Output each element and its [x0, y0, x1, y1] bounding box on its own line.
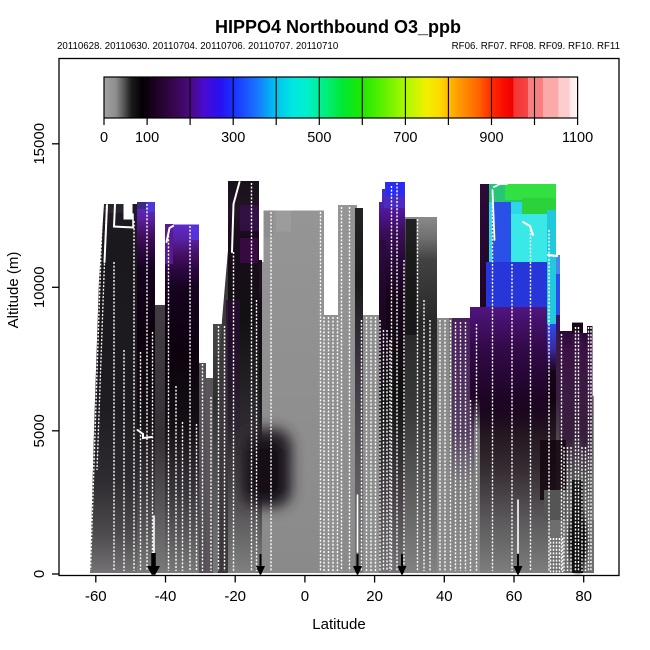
svg-text:40: 40 — [436, 588, 453, 605]
svg-text:300: 300 — [221, 130, 245, 146]
svg-text:20: 20 — [366, 588, 383, 605]
svg-text:900: 900 — [479, 130, 503, 146]
svg-text:0: 0 — [31, 570, 48, 578]
svg-text:Latitude: Latitude — [312, 616, 365, 633]
svg-text:700: 700 — [393, 130, 417, 146]
svg-text:15000: 15000 — [31, 123, 48, 165]
svg-text:10000: 10000 — [31, 266, 48, 308]
svg-text:100: 100 — [135, 130, 159, 146]
svg-text:1100: 1100 — [562, 130, 593, 146]
svg-text:Altitude (m): Altitude (m) — [5, 252, 22, 329]
svg-text:500: 500 — [307, 130, 331, 146]
svg-text:RF06. RF07. RF08. RF09. RF10.: RF06. RF07. RF08. RF09. RF10. RF11 — [452, 41, 620, 52]
svg-text:0: 0 — [100, 130, 108, 146]
svg-text:60: 60 — [506, 588, 523, 605]
svg-text:-60: -60 — [85, 588, 107, 605]
svg-text:80: 80 — [575, 588, 592, 605]
svg-text:-40: -40 — [155, 588, 177, 605]
svg-text:HIPPO4 Northbound O3_ppb: HIPPO4 Northbound O3_ppb — [215, 17, 461, 37]
svg-text:20110628. 20110630. 20110704.: 20110628. 20110630. 20110704. 20110706. … — [57, 41, 339, 52]
svg-text:-20: -20 — [224, 588, 246, 605]
svg-text:0: 0 — [301, 588, 309, 605]
svg-text:5000: 5000 — [31, 414, 48, 447]
